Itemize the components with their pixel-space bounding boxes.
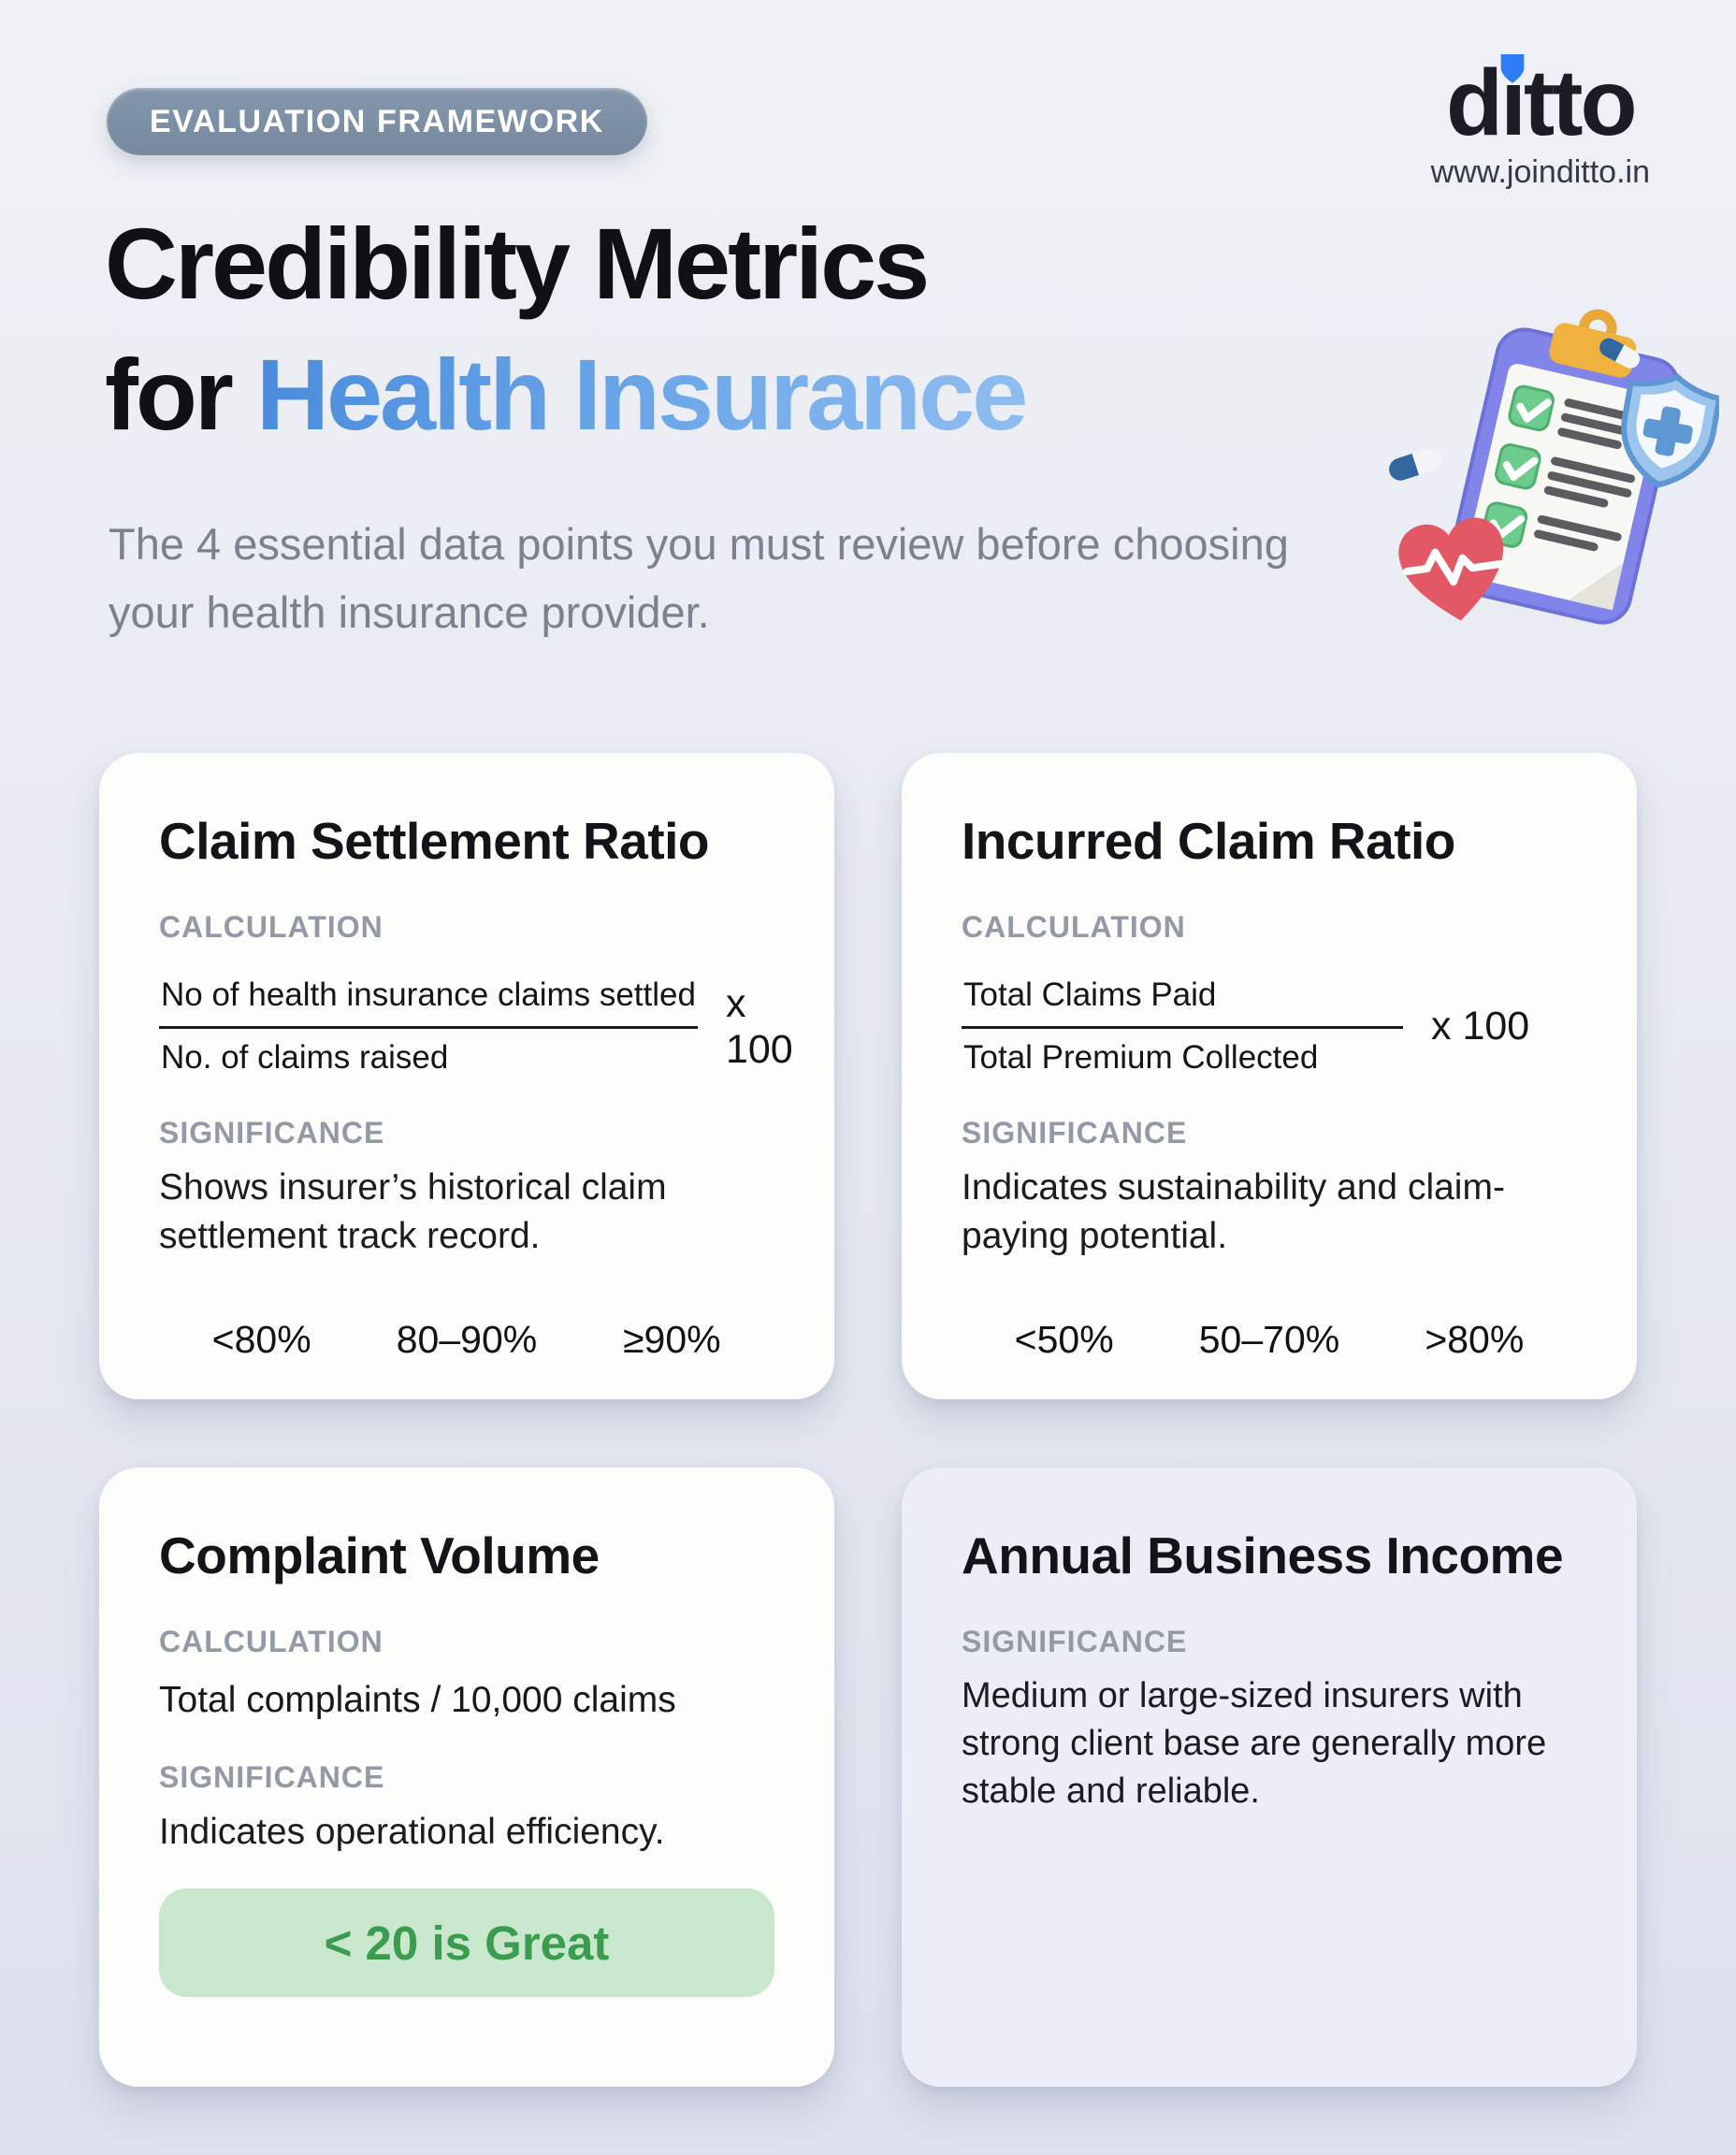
card-title: Incurred Claim Ratio <box>962 812 1455 870</box>
significance-text: Indicates operational efficiency. <box>159 1812 665 1852</box>
card-complaint-volume: Complaint Volume CALCULATION Total compl… <box>99 1468 834 2087</box>
checklist-row <box>1495 443 1635 508</box>
health-checklist-illustration <box>1389 309 1719 625</box>
formula-multiplier: x 100 <box>725 980 793 1072</box>
formula-numerator: No of health insurance claims settled <box>159 976 698 1029</box>
formula-numerator: Total Claims Paid <box>962 976 1403 1029</box>
calculation-label: CALCULATION <box>159 910 383 944</box>
brand-block: d ıtto www.joinditto.in <box>1431 54 1650 191</box>
significance-label: SIGNIFICANCE <box>962 1116 1188 1150</box>
icr-formula: Total Claims Paid Total Premium Collecte… <box>962 976 1577 1077</box>
calculation-label: CALCULATION <box>962 910 1186 944</box>
calculation-text: Total complaints / 10,000 claims <box>159 1680 676 1720</box>
calculation-label: CALCULATION <box>159 1625 383 1658</box>
significance-text: Shows insurer’s historical claim settlem… <box>159 1167 667 1257</box>
title-line2-black: for <box>105 338 234 452</box>
csr-formula: No of health insurance claims settled No… <box>159 976 793 1077</box>
csr-scale-labels: <80% 80–90% ≥90% <box>159 1318 774 1362</box>
card-claim-settlement-ratio: Claim Settlement Ratio CALCULATION No of… <box>99 753 834 1399</box>
brand-url: www.joinditto.in <box>1430 154 1650 190</box>
significance-text: Indicates sustainability and claim-payin… <box>962 1167 1505 1257</box>
formula-multiplier: x 100 <box>1431 1004 1530 1049</box>
logo-text: tto <box>1523 51 1638 155</box>
title-line2-blue: Health Insurance <box>255 338 1028 452</box>
page-subtitle: The 4 essential data points you must rev… <box>108 519 1289 637</box>
evaluation-framework-badge: EVALUATION FRAMEWORK <box>107 88 647 155</box>
clipboard <box>1446 309 1681 625</box>
significance-label: SIGNIFICANCE <box>159 1116 385 1150</box>
scale-label: >80% <box>1425 1317 1525 1361</box>
significance-text: Medium or large-sized insurers with stro… <box>962 1676 1547 1811</box>
card-title: Complaint Volume <box>159 1526 600 1584</box>
badge-label: EVALUATION FRAMEWORK <box>150 104 604 139</box>
card-annual-business-income: Annual Business Income SIGNIFICANCE Medi… <box>902 1468 1637 2087</box>
metrics-grid: Claim Settlement Ratio CALCULATION No of… <box>99 753 1637 2087</box>
formula-denominator: No. of claims raised <box>161 1039 449 1076</box>
significance-label: SIGNIFICANCE <box>962 1625 1188 1658</box>
icr-scale-labels: <50% 50–70% >80% <box>962 1318 1577 1362</box>
checklist-row <box>1508 384 1649 450</box>
card-title: Annual Business Income <box>962 1526 1564 1584</box>
title-line1: Credibility Metrics <box>105 207 930 320</box>
scale-label: ≥90% <box>623 1317 721 1361</box>
scale-label: <50% <box>1014 1317 1114 1361</box>
card-title: Claim Settlement Ratio <box>159 812 710 870</box>
medical-shield-icon <box>1621 373 1719 488</box>
heart-ecg-icon <box>1398 517 1504 621</box>
scale-label: <80% <box>211 1317 311 1361</box>
logo-shield-icon <box>1500 54 1524 83</box>
fraction: No of health insurance claims settled No… <box>159 976 698 1077</box>
fraction: Total Claims Paid Total Premium Collecte… <box>962 976 1403 1077</box>
formula-denominator: Total Premium Collected <box>963 1039 1319 1076</box>
logo-text: d <box>1446 51 1503 155</box>
complaint-threshold-badge: < 20 is Great <box>159 1888 774 1997</box>
card-incurred-claim-ratio: Incurred Claim Ratio CALCULATION Total C… <box>902 753 1637 1399</box>
scale-label: 80–90% <box>396 1317 538 1361</box>
significance-label: SIGNIFICANCE <box>159 1760 385 1794</box>
scale-label: 50–70% <box>1198 1317 1340 1361</box>
title-line2: for Health Insurance <box>105 338 1028 452</box>
logo-i: ı <box>1500 54 1526 152</box>
page-title: Credibility Metrics for Health Insurance <box>105 198 1028 461</box>
pill-icon <box>1389 448 1442 481</box>
ditto-logo: d ıtto <box>1431 54 1650 152</box>
pill-icon <box>1599 338 1641 369</box>
